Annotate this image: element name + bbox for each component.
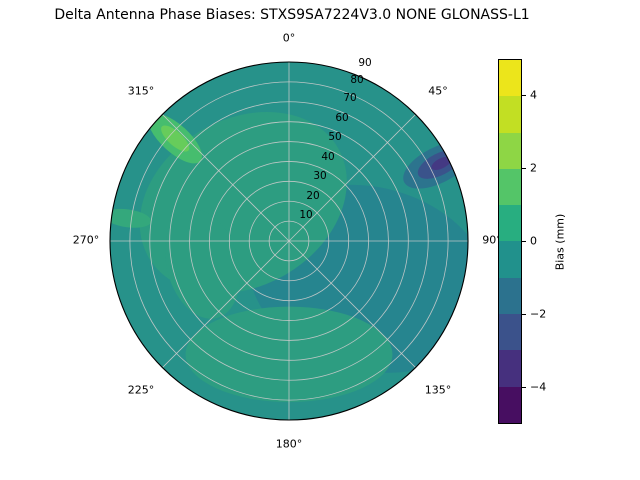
theta-label-0: 0° [282, 31, 296, 45]
colorbar-tick-mark [522, 241, 526, 242]
colorbar-tick-label-4: 4 [530, 88, 537, 102]
colorbar-tick-label-neg4: −4 [530, 380, 547, 394]
theta-label-315: 315° [127, 84, 155, 98]
colorbar-axis-label: Bias (mm) [553, 213, 567, 271]
colorbar-tick-mark [522, 314, 526, 315]
r-label-30: 30 [313, 170, 327, 182]
colorbar-tick-mark [522, 95, 526, 96]
r-label-80: 80 [350, 74, 364, 86]
r-label-20: 20 [306, 190, 320, 202]
colorbar [498, 59, 522, 424]
figure-title: Delta Antenna Phase Biases: STXS9SA7224V… [54, 7, 530, 23]
r-label-70: 70 [343, 92, 357, 104]
r-label-60: 60 [335, 112, 349, 124]
r-label-50: 50 [328, 131, 342, 143]
colorbar-gradient [499, 60, 521, 423]
theta-label-180: 180° [275, 437, 303, 451]
colorbar-tick-mark [522, 168, 526, 169]
colorbar-tick-label-2: 2 [530, 161, 537, 175]
theta-label-135: 135° [424, 383, 452, 397]
r-label-90: 90 [358, 57, 372, 69]
colorbar-tick-mark [522, 387, 526, 388]
theta-label-90: 90° [482, 233, 502, 247]
theta-label-225: 225° [127, 383, 155, 397]
theta-label-270: 270° [72, 233, 100, 247]
r-label-40: 40 [321, 151, 335, 163]
r-label-10: 10 [299, 209, 313, 221]
colorbar-tick-label-neg2: −2 [530, 307, 547, 321]
theta-label-45: 45° [428, 84, 448, 98]
colorbar-tick-label-0: 0 [530, 234, 537, 248]
